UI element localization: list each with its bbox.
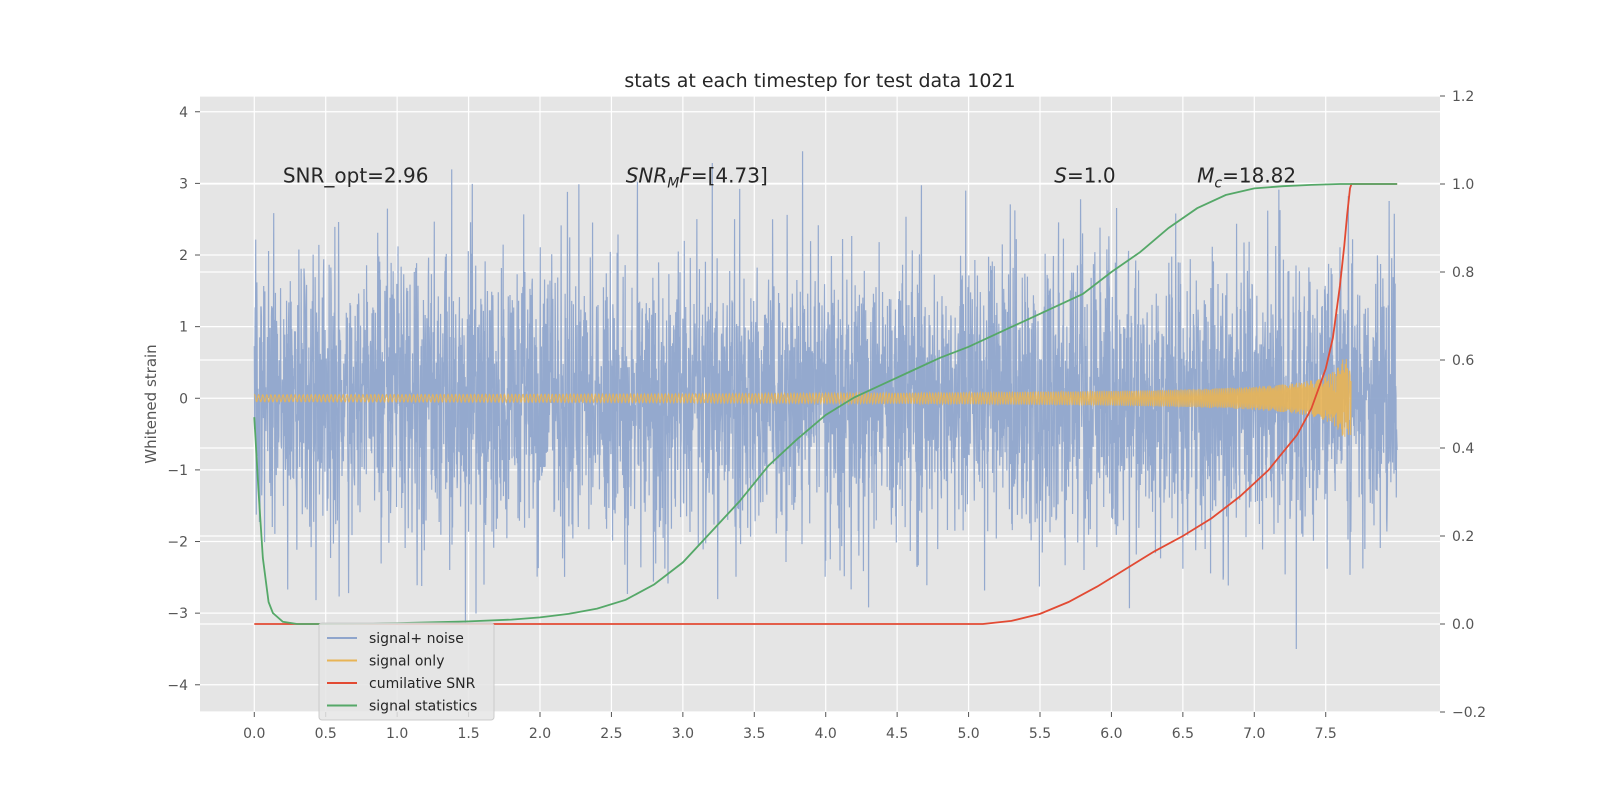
cumulative-snr-line [254, 183, 1398, 625]
legend-box [318, 622, 495, 721]
x-tick-label: 0.0 [243, 726, 265, 742]
x-tick-label: 1.0 [386, 726, 408, 742]
chart-title: stats at each timestep for test data 102… [624, 70, 1015, 92]
signal-only-line [253, 359, 1352, 437]
y-tick-label: −4 [167, 678, 188, 694]
annotation-text: SNRMF=[4.73] [626, 163, 768, 191]
y-tick-label: 3 [179, 176, 188, 192]
x-tick-label: 7.0 [1243, 726, 1265, 742]
legend-label: cumilative SNR [369, 676, 476, 692]
signal-noise-series [253, 151, 1398, 649]
legend: signal+ noise signal only cumilative SNR si… [318, 622, 495, 721]
y-tick-label: 4 [179, 105, 188, 121]
y-tick-label: 0 [179, 391, 188, 407]
y2-tick-label: −0.2 [1452, 705, 1486, 721]
x-tick-label: 3.5 [743, 726, 765, 742]
x-tick-label: 0.5 [315, 726, 337, 742]
y2-tick-label: 0.6 [1452, 353, 1474, 369]
x-tick-label: 1.5 [457, 726, 479, 742]
x-tick-label: 5.0 [957, 726, 979, 742]
y-tick-label: −1 [167, 463, 188, 479]
legend-label: signal only [369, 654, 444, 670]
y2-tick-label: 1.0 [1452, 177, 1474, 193]
x-tick-label: 4.0 [815, 726, 837, 742]
x-tick-label: 5.5 [1029, 726, 1051, 742]
x-tick-label: 6.5 [1172, 726, 1194, 742]
signal-only-series [253, 359, 1352, 437]
x-tick-label: 2.5 [600, 726, 622, 742]
y2-tick-label: 0.4 [1452, 441, 1474, 457]
y2-tick-label: 0.2 [1452, 529, 1474, 545]
annotation-text: Mc=18.82 [1197, 163, 1296, 191]
annotation-text: S=1.0 [1054, 163, 1115, 187]
x-tick-label: 7.5 [1315, 726, 1337, 742]
x-tick-label: 6.0 [1100, 726, 1122, 742]
legend-label: signal statistics [369, 699, 477, 715]
y2-tick-label: 1.2 [1452, 89, 1474, 105]
legend-label: signal+ noise [369, 631, 464, 647]
x-tick-label: 2.0 [529, 726, 551, 742]
annotation-text: SNR_opt=2.96 [283, 163, 429, 187]
y-tick-label: −2 [167, 535, 188, 551]
x-tick-label: 4.5 [886, 726, 908, 742]
annotations: SNR_opt=2.96 SNRMF=[4.73] S=1.0 Mc=18.82 [283, 163, 1296, 191]
y-axis-label: Whitened strain [142, 344, 160, 463]
y2-tick-label: 0.0 [1452, 617, 1474, 633]
y2-tick-label: 0.8 [1452, 265, 1474, 281]
y-tick-label: 1 [179, 320, 188, 336]
y-tick-label: 2 [179, 248, 188, 264]
y-tick-label: −3 [167, 606, 188, 622]
axes: 0.0 0.5 1.0 1.5 2.0 2.5 3.0 3.5 4.0 4.5 5.0 5.5 6.0 6… [167, 89, 1486, 742]
signal-noise-line [253, 151, 1398, 649]
x-tick-label: 3.0 [672, 726, 694, 742]
